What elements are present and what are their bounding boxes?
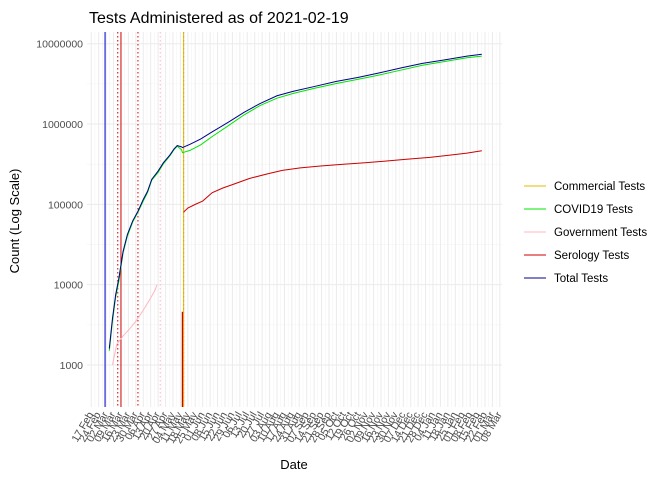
y-axis-title: Count (Log Scale)	[7, 169, 22, 274]
series-line-government-tests	[111, 284, 158, 366]
legend: Commercial Tests COVID19 Tests Government …	[524, 181, 647, 285]
legend-label: Government Tests	[554, 227, 647, 239]
reference-lines	[104, 32, 185, 407]
y-tick-label: 1000000	[42, 119, 83, 131]
y-axis-ticks: 1000 10000 100000 1000000 10000000	[36, 39, 83, 372]
series-line-serology-tests	[183, 150, 482, 213]
chart-title: Tests Administered as of 2021-02-19	[89, 10, 349, 27]
legend-label: Serology Tests	[554, 250, 629, 262]
y-tick-label: 1000	[60, 360, 84, 372]
series-lines	[108, 32, 482, 407]
legend-label: Commercial Tests	[554, 181, 645, 193]
x-axis-title: Date	[280, 457, 307, 472]
grid-lines	[87, 32, 502, 407]
y-tick-label: 10000000	[36, 39, 83, 51]
legend-label: Total Tests	[554, 273, 608, 285]
legend-label: COVID19 Tests	[554, 204, 633, 216]
y-tick-label: 100000	[48, 199, 83, 211]
series-line-total-tests	[108, 53, 482, 349]
y-tick-label: 10000	[54, 280, 83, 292]
